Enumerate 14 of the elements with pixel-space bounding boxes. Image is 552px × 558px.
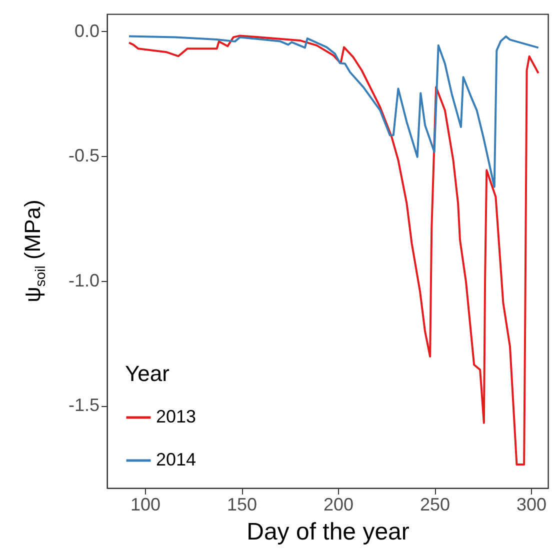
x-tick-label: 200: [323, 494, 354, 514]
x-tick-label: 250: [420, 494, 450, 514]
x-axis-title: Day of the year: [246, 518, 410, 546]
y-tick-label: -1.5: [68, 395, 100, 416]
y-tick-label: 0.0: [74, 20, 100, 41]
legend-title: Year: [125, 361, 170, 386]
x-tick-label: 300: [516, 494, 547, 514]
x-tick-label: 150: [226, 494, 258, 514]
line-series: [128, 35, 540, 188]
x-tick-label: 100: [130, 494, 161, 514]
legend-label: 2013: [156, 406, 196, 426]
y-tick-label: -0.5: [68, 146, 100, 166]
legend-label: 2014: [156, 450, 196, 470]
y-tick-label: -1.0: [68, 270, 100, 290]
